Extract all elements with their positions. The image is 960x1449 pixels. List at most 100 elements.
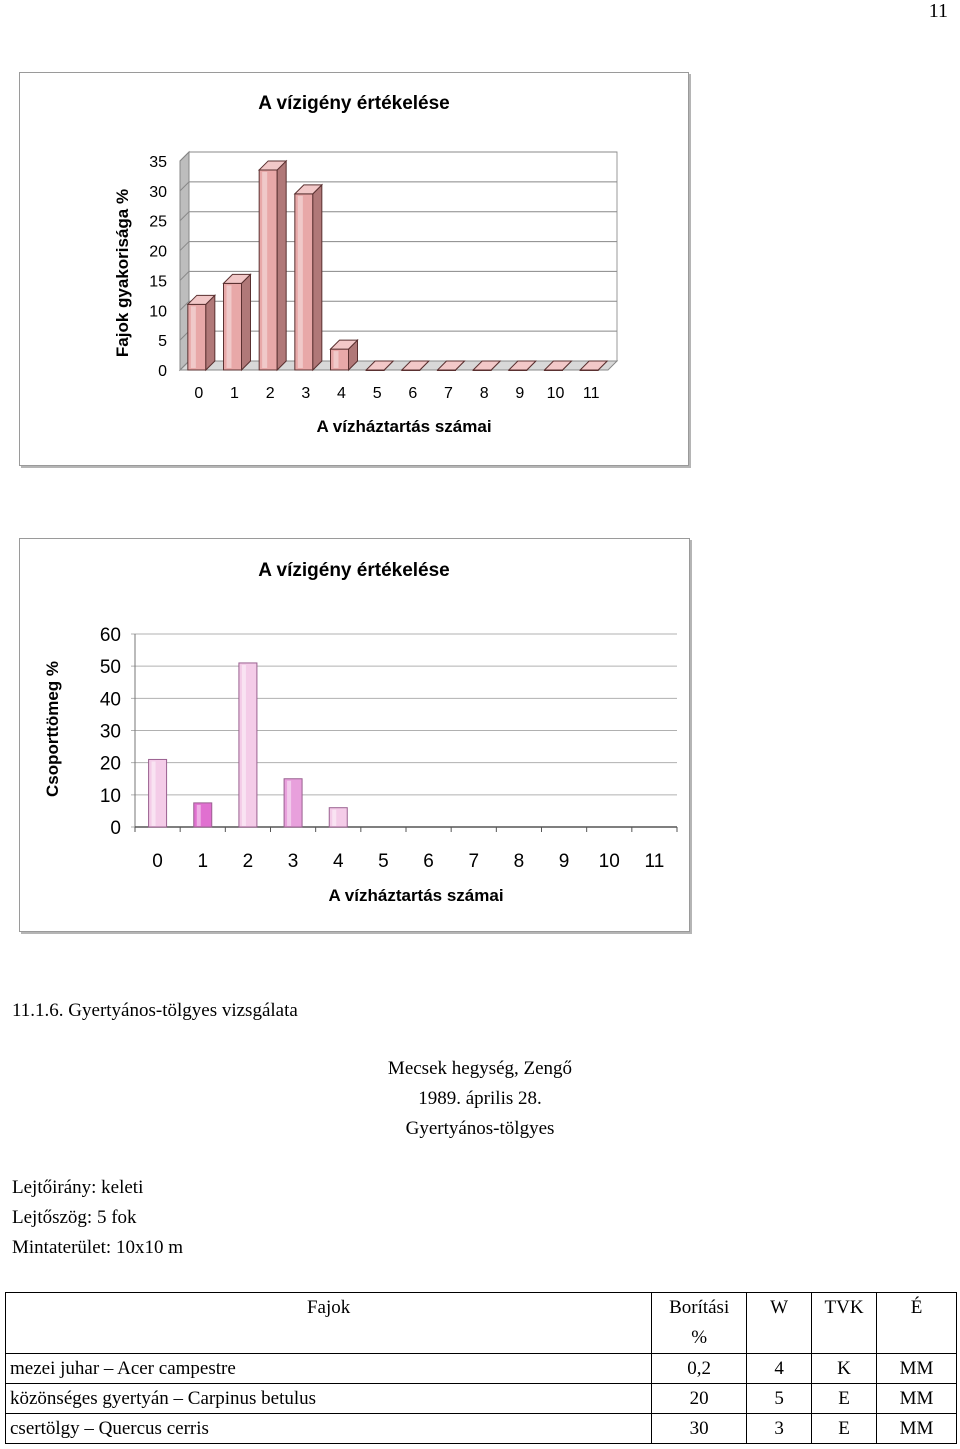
- x-tick-label: 0: [194, 385, 203, 402]
- species-table: Fajok Borítási % W TVK É mezei juhar – A…: [4, 1292, 957, 1444]
- bar-top: [400, 360, 431, 371]
- chart-title: A vízigény értékelése: [258, 560, 450, 581]
- bar-top: [471, 360, 502, 371]
- bar-side: [276, 159, 287, 372]
- bar: [193, 802, 213, 828]
- gridline: [179, 241, 617, 251]
- x-tick-label: 10: [599, 851, 620, 872]
- page-number: 11: [928, 0, 948, 22]
- bar-top: [507, 360, 538, 371]
- y-tick-label: 25: [149, 214, 167, 231]
- location-date: 1989. április 28.: [418, 1088, 542, 1109]
- header-cover-line2: %: [691, 1327, 708, 1348]
- bar-highlight: [190, 306, 196, 368]
- table-row: közönséges gyertyán – Carpinus betulus 2…: [4, 1383, 957, 1414]
- x-tick-label: 2: [243, 851, 254, 872]
- gridline: [179, 151, 617, 162]
- bar: [328, 807, 348, 828]
- bar-top: [293, 184, 324, 195]
- x-tick-label: 2: [266, 385, 275, 402]
- header-w: W: [746, 1292, 813, 1354]
- x-tick-label: 1: [230, 385, 239, 402]
- x-tick-label: 3: [301, 385, 310, 402]
- cell-species: közönséges gyertyán – Carpinus betulus: [4, 1383, 653, 1414]
- bar-highlight: [297, 195, 303, 368]
- location-community: Gyertyános-tölgyes: [405, 1118, 555, 1139]
- x-tick-label: 7: [468, 851, 479, 872]
- bar-top: [186, 294, 217, 305]
- cell-e: MM: [876, 1413, 957, 1444]
- plot-back-wall: [188, 151, 618, 362]
- site-area: Mintaterület: 10x10 m: [12, 1237, 183, 1258]
- y-tick-label: 15: [149, 273, 167, 290]
- table-row: csertölgy – Quercus cerris 30 3 E MM: [4, 1413, 957, 1444]
- x-tick-label: 6: [408, 385, 417, 402]
- bar-top: [364, 360, 395, 371]
- header-tvk: TVK: [811, 1292, 878, 1354]
- bar-highlight: [287, 780, 292, 826]
- site-slope: Lejtőszög: 5 fok: [12, 1207, 137, 1228]
- gridline: [179, 211, 617, 222]
- chart-title: A vízigény értékelése: [258, 93, 450, 114]
- x-tick-label: 7: [444, 385, 453, 402]
- bar-highlight: [241, 664, 246, 826]
- y-axis-label: Fajok gyakorisága %: [113, 189, 132, 357]
- y-tick-label: 10: [100, 786, 121, 807]
- x-tick-label: 5: [373, 385, 382, 402]
- x-tick-label: 4: [333, 851, 344, 872]
- bar-side: [312, 183, 323, 372]
- chart-2-canvas: A vízigény értékelése 0 10 20 30 40 50 60 0 1 2 3 4 5…: [43, 560, 678, 905]
- cell-e: MM: [876, 1383, 957, 1414]
- bar-side: [241, 273, 251, 372]
- chart-water-demand-frequency: A vízigény értékelése 0 5 10 15 20 25 30 35 0 1 2 3 4…: [19, 72, 689, 466]
- cell-species: csertölgy – Quercus cerris: [4, 1413, 653, 1444]
- y-tick-label: 0: [158, 363, 167, 380]
- cell-e: MM: [876, 1353, 957, 1384]
- x-axis-label: A vízháztartás számai: [328, 886, 503, 905]
- x-tick-label: 9: [559, 851, 570, 872]
- bar-highlight: [196, 804, 201, 826]
- bar: [223, 282, 242, 371]
- x-tick-label: 6: [423, 851, 434, 872]
- x-tick-label: 8: [514, 851, 525, 872]
- x-tick-label: 1: [197, 851, 208, 872]
- gridline: [179, 300, 617, 311]
- gridline: [179, 270, 617, 281]
- bar: [294, 193, 314, 371]
- cell-species: mezei juhar – Acer campestre: [4, 1353, 653, 1384]
- cell-w: 5: [746, 1383, 813, 1414]
- header-e: É: [876, 1292, 957, 1354]
- cell-tvk: E: [811, 1383, 878, 1414]
- y-tick-label: 20: [100, 754, 121, 775]
- bar-side: [205, 294, 216, 372]
- bar-top: [543, 360, 573, 371]
- x-tick-label: 8: [480, 385, 489, 402]
- x-tick-label: 9: [515, 385, 524, 402]
- bar: [258, 169, 278, 371]
- x-tick-label: 11: [645, 851, 665, 872]
- bar-top: [257, 160, 288, 171]
- section-title: 11.1.6. Gyertyános-tölgyes vizsgálata: [12, 1000, 298, 1021]
- y-tick-label: 5: [158, 333, 167, 350]
- y-tick-label: 40: [100, 689, 121, 710]
- site-aspect: Lejtőirány: keleti: [12, 1177, 144, 1198]
- bar-top: [222, 273, 252, 284]
- x-tick-label: 11: [583, 385, 600, 402]
- bar-highlight: [333, 351, 339, 368]
- y-tick-label: 60: [100, 625, 121, 646]
- cell-cover: 0,2: [651, 1353, 748, 1384]
- y-tick-label: 35: [149, 154, 167, 171]
- y-tick-label: 20: [149, 244, 167, 261]
- header-cover: Borítási %: [651, 1292, 748, 1354]
- bar-top: [578, 360, 609, 371]
- x-axis-label: A vízháztartás számai: [316, 417, 491, 436]
- x-tick-label: 4: [337, 385, 346, 402]
- cell-w: 4: [746, 1353, 813, 1384]
- cell-cover: 20: [651, 1383, 748, 1414]
- y-tick-label: 10: [149, 303, 167, 320]
- y-tick-label: 50: [100, 657, 121, 678]
- cell-cover: 30: [651, 1413, 748, 1444]
- bar-highlight: [226, 285, 232, 368]
- x-tick-label: 0: [152, 851, 163, 872]
- y-tick-label: 30: [149, 184, 167, 201]
